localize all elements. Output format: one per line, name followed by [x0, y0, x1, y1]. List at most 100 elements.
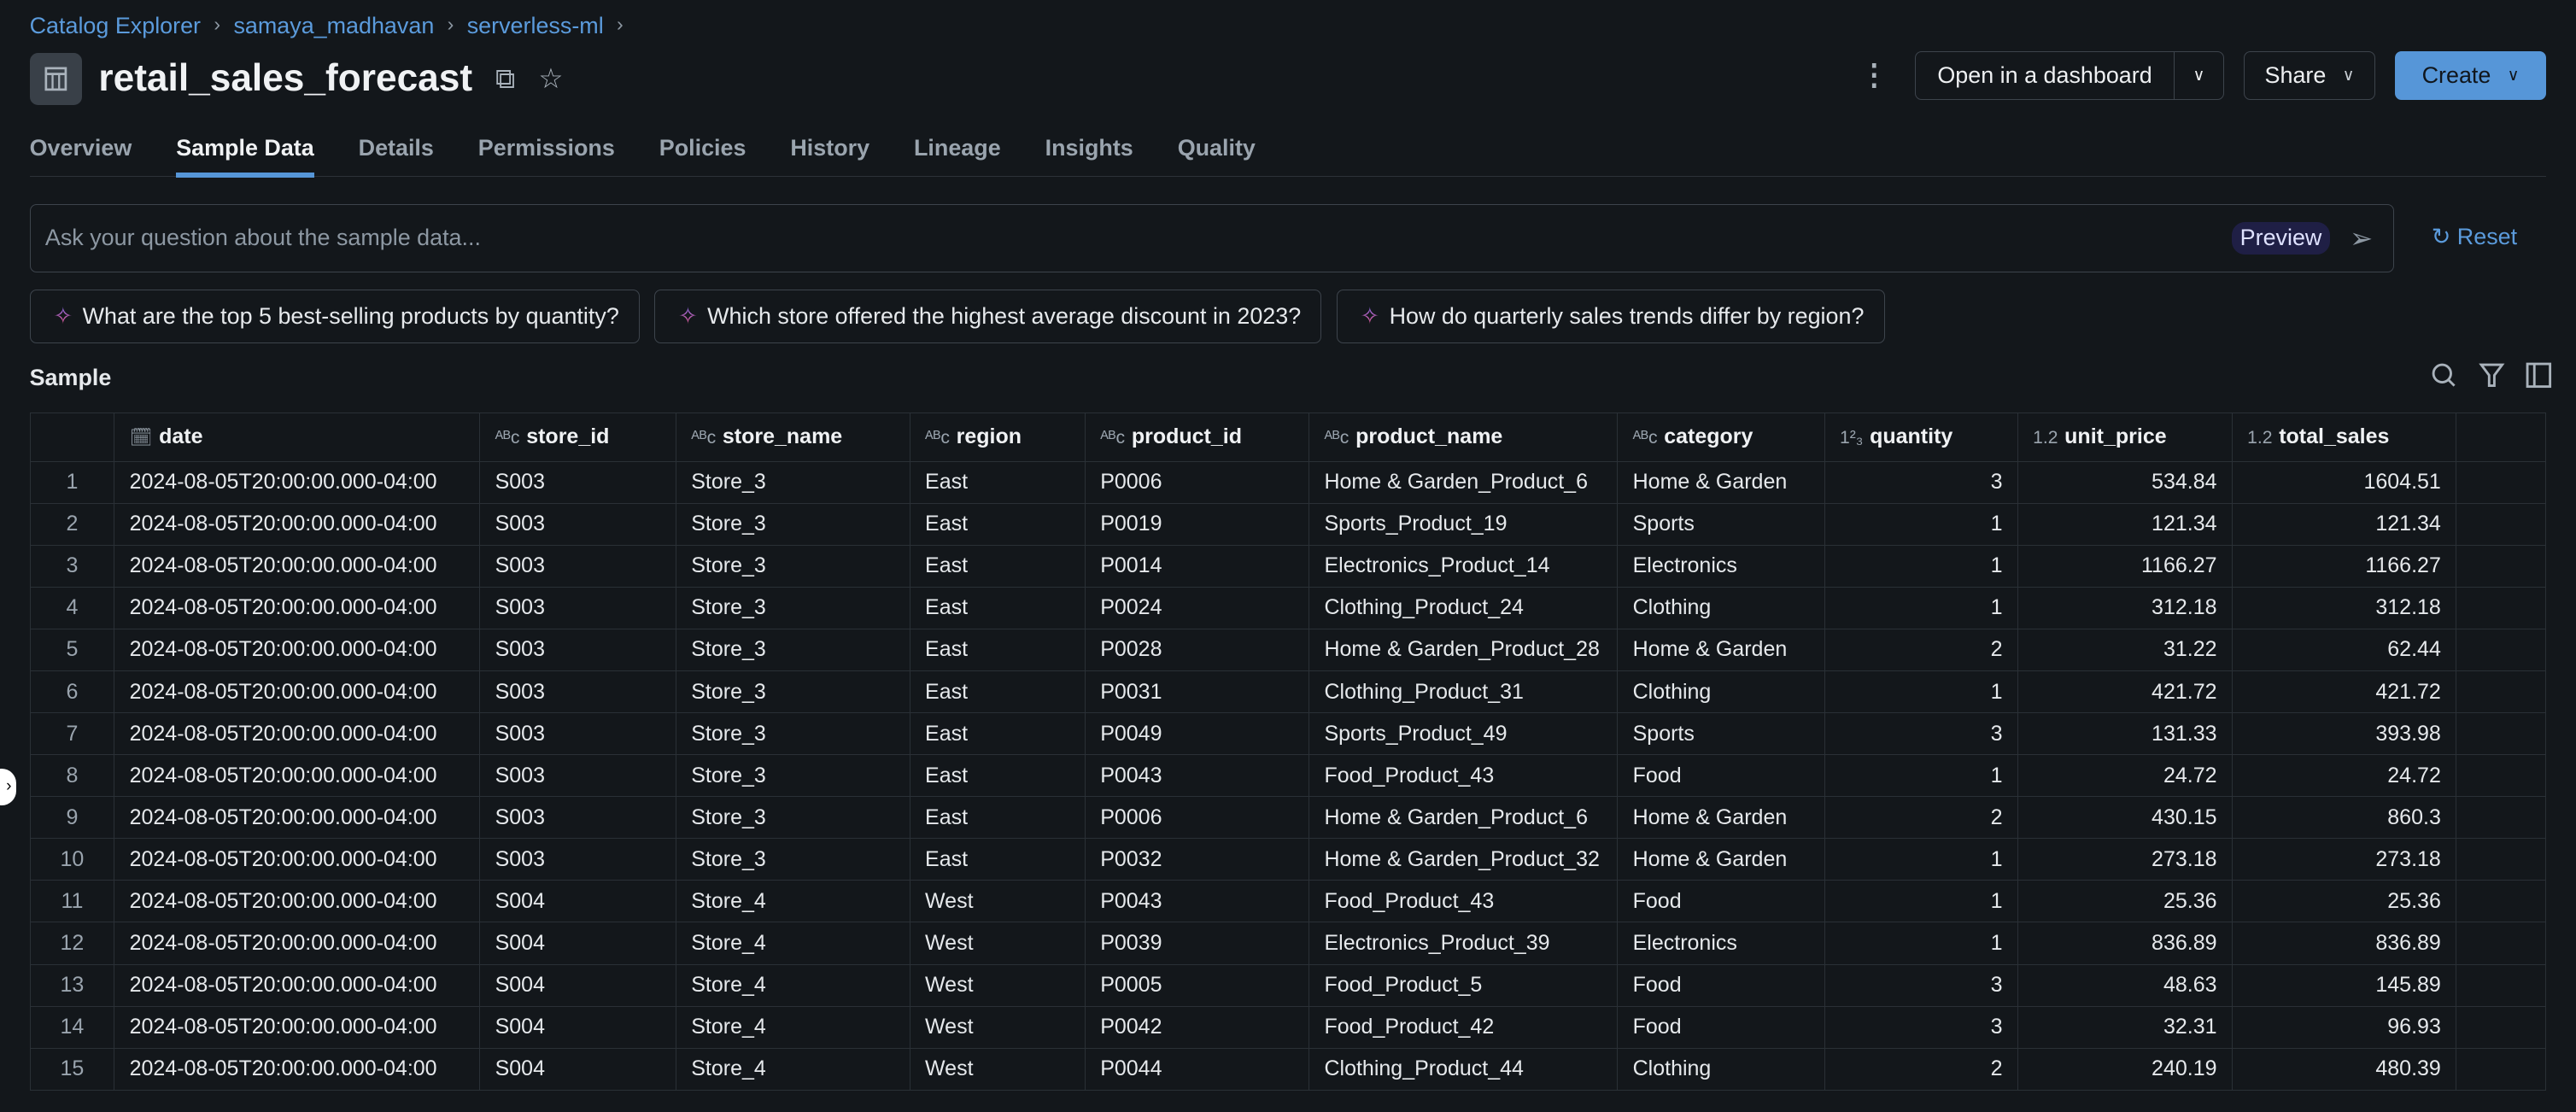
breadcrumb-schema[interactable]: serverless-ml [466, 13, 604, 39]
table-row[interactable]: 14 2024-08-05T20:00:00.000-04:00 S004 Store… [29, 1005, 2547, 1049]
cell-product-id: P0043 [1084, 880, 1310, 923]
open-dashboard-button[interactable]: Open in a dashboard ∨ [1915, 50, 2225, 101]
suggestion-chip[interactable]: ✧ How do quarterly sales trends differ by… [1336, 289, 1885, 343]
column-header-store-id[interactable]: ᴬᴮc store_id [479, 412, 676, 462]
cell-total-sales: 421.72 [2231, 670, 2457, 714]
cell-unit-price: 836.89 [2017, 922, 2233, 965]
share-button[interactable]: Share ∨ [2244, 50, 2375, 101]
table-icon [29, 52, 83, 106]
table-row[interactable]: 13 2024-08-05T20:00:00.000-04:00 S004 Store… [29, 963, 2547, 1007]
column-header-region[interactable]: ᴬᴮc region [909, 412, 1086, 462]
column-name: category [1664, 424, 1753, 449]
column-header-quantity[interactable]: 1²₃ quantity [1824, 412, 2018, 462]
column-header-product-id[interactable]: ᴬᴮc product_id [1084, 412, 1310, 462]
column-header-product-name[interactable]: ᴬᴮc product_name [1308, 412, 1619, 462]
cell-quantity: 1 [1824, 838, 2018, 881]
cell-overflow [2456, 1005, 2547, 1049]
filter-icon[interactable] [2478, 361, 2506, 395]
column-header-store-name[interactable]: ᴬᴮc store_name [675, 412, 910, 462]
table-row[interactable]: 5 2024-08-05T20:00:00.000-04:00 S003 Store_… [29, 628, 2547, 671]
cell-store-name: Store_3 [675, 712, 910, 756]
cell-product-name: Electronics_Product_14 [1308, 544, 1619, 588]
suggestion-text: How do quarterly sales trends differ by … [1389, 302, 1865, 329]
tab-overview[interactable]: Overview [29, 134, 132, 161]
cell-category: Electronics [1617, 544, 1825, 588]
ask-question-input[interactable] [30, 223, 2233, 254]
tab-details[interactable]: Details [358, 134, 434, 161]
cell-product-id: P0032 [1084, 838, 1310, 881]
table-row[interactable]: 11 2024-08-05T20:00:00.000-04:00 S004 Store… [29, 880, 2547, 923]
tab-lineage[interactable]: Lineage [914, 134, 1001, 161]
tab-bar: Overview Sample Data Details Permissions… [29, 134, 2547, 178]
cell-unit-price: 430.15 [2017, 796, 2233, 840]
cell-store-id: S003 [479, 460, 676, 504]
cell-store-name: Store_4 [675, 922, 910, 965]
column-name: product_name [1355, 424, 1503, 449]
cell-date: 2024-08-05T20:00:00.000-04:00 [114, 712, 481, 756]
cell-unit-price: 421.72 [2017, 670, 2233, 714]
chevron-right-icon: › [447, 13, 454, 36]
integer-type-icon: 1²₃ [1839, 428, 1864, 448]
cell-overflow [2456, 628, 2547, 671]
tab-insights[interactable]: Insights [1045, 134, 1133, 161]
row-number: 9 [29, 796, 115, 840]
column-header-category[interactable]: ᴬᴮc category [1617, 412, 1825, 462]
table-row[interactable]: 12 2024-08-05T20:00:00.000-04:00 S004 Store… [29, 922, 2547, 965]
cell-total-sales: 145.89 [2231, 963, 2457, 1007]
cell-category: Sports [1617, 502, 1825, 546]
chevron-down-icon[interactable]: ∨ [2193, 67, 2205, 85]
tab-sample-data[interactable]: Sample Data [176, 135, 314, 178]
cell-quantity: 3 [1824, 1005, 2018, 1049]
create-button[interactable]: Create ∨ [2394, 50, 2547, 101]
tab-quality[interactable]: Quality [1177, 134, 1256, 161]
cell-product-id: P0014 [1084, 544, 1310, 588]
breadcrumb-catalog[interactable]: samaya_madhavan [233, 13, 435, 39]
cell-region: East [909, 838, 1086, 881]
table-row[interactable]: 10 2024-08-05T20:00:00.000-04:00 S003 Store… [29, 838, 2547, 881]
cell-product-name: Clothing_Product_24 [1308, 586, 1619, 629]
suggestion-chip[interactable]: ✧ What are the top 5 best-selling product… [29, 289, 640, 343]
table-row[interactable]: 15 2024-08-05T20:00:00.000-04:00 S004 Store… [29, 1047, 2547, 1091]
cell-total-sales: 312.18 [2231, 586, 2457, 629]
cell-quantity: 1 [1824, 586, 2018, 629]
star-icon[interactable]: ☆ [538, 62, 564, 95]
table-row[interactable]: 4 2024-08-05T20:00:00.000-04:00 S003 Store_… [29, 586, 2547, 629]
copy-icon[interactable]: ⧉ [495, 61, 516, 94]
cell-category: Clothing [1617, 1047, 1825, 1091]
table-row[interactable]: 2 2024-08-05T20:00:00.000-04:00 S003 Store_… [29, 502, 2547, 546]
table-row[interactable]: 1 2024-08-05T20:00:00.000-04:00 S003 Store_… [29, 460, 2547, 504]
breadcrumb-catalog-explorer[interactable]: Catalog Explorer [29, 13, 202, 39]
cell-store-id: S003 [479, 670, 676, 714]
column-name: total_sales [2279, 424, 2390, 449]
tab-policies[interactable]: Policies [659, 134, 746, 161]
row-number: 13 [29, 963, 115, 1007]
column-header-date[interactable]: 🗓 date [114, 412, 481, 462]
row-number: 3 [29, 544, 115, 588]
tab-history[interactable]: History [790, 134, 870, 161]
column-header-total-sales[interactable]: 1.2 total_sales [2231, 412, 2457, 462]
row-number: 12 [29, 922, 115, 965]
more-options-icon[interactable]: ⋮ [1859, 59, 1889, 92]
table-row[interactable]: 6 2024-08-05T20:00:00.000-04:00 S003 Store_… [29, 670, 2547, 714]
cell-quantity: 1 [1824, 544, 2018, 588]
cell-region: West [909, 880, 1086, 923]
cell-unit-price: 534.84 [2017, 460, 2233, 504]
reset-button[interactable]: ↻ Reset [2432, 224, 2517, 250]
reset-label: Reset [2456, 223, 2518, 249]
table-row[interactable]: 3 2024-08-05T20:00:00.000-04:00 S003 Store_… [29, 544, 2547, 588]
cell-product-name: Food_Product_43 [1308, 880, 1619, 923]
open-dashboard-label[interactable]: Open in a dashboard [1916, 51, 2175, 100]
send-icon[interactable]: ➢ [2350, 221, 2374, 254]
column-header-unit-price[interactable]: 1.2 unit_price [2017, 412, 2233, 462]
table-row[interactable]: 8 2024-08-05T20:00:00.000-04:00 S003 Store_… [29, 754, 2547, 798]
expand-sidebar-handle[interactable]: › [0, 769, 17, 805]
table-row[interactable]: 9 2024-08-05T20:00:00.000-04:00 S003 Store_… [29, 796, 2547, 840]
cell-store-name: Store_3 [675, 670, 910, 714]
suggestion-chip[interactable]: ✧ Which store offered the highest average… [654, 289, 1322, 343]
search-icon[interactable] [2430, 361, 2458, 395]
cell-overflow [2456, 1047, 2547, 1091]
cell-category: Electronics [1617, 922, 1825, 965]
sidebar-panel-icon[interactable] [2525, 361, 2553, 395]
tab-permissions[interactable]: Permissions [477, 134, 615, 161]
table-row[interactable]: 7 2024-08-05T20:00:00.000-04:00 S003 Store_… [29, 712, 2547, 756]
